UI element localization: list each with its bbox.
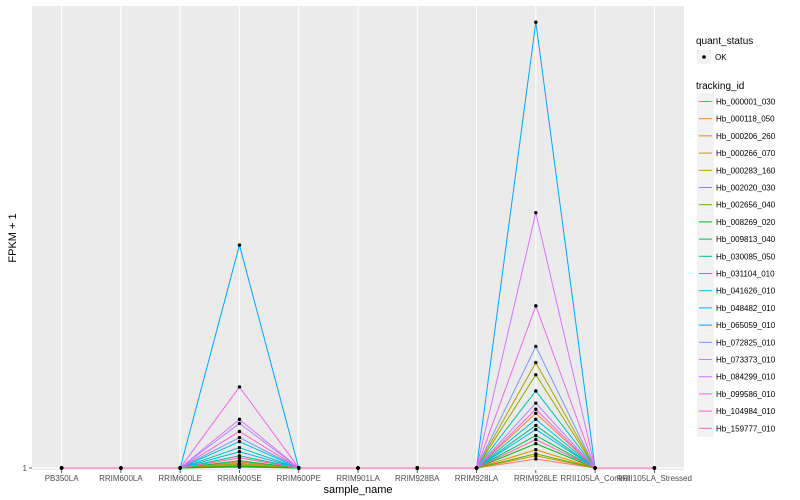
data-point-Hb_009813_040 — [534, 433, 538, 438]
data-point-Hb_002020_030 — [534, 373, 538, 377]
legend-tracking-label: Hb_099586_010 — [716, 390, 776, 399]
data-point-Hb_159777_010 — [415, 466, 419, 470]
legend-tracking-label: Hb_008269_020 — [716, 218, 776, 227]
legend-tracking-label: Hb_159777_010 — [716, 424, 776, 433]
legend-tracking-label: Hb_041626_010 — [716, 287, 776, 296]
data-point-Hb_104984_010 — [534, 407, 538, 411]
data-point-Hb_030085_050 — [534, 423, 538, 428]
data-point-Hb_159777_010 — [119, 466, 123, 470]
legend-tracking-label: Hb_048482_010 — [716, 304, 776, 313]
data-point-Hb_099586_010 — [534, 304, 538, 308]
data-point-Hb_084299_010 — [534, 210, 538, 215]
data-point-Hb_159777_010 — [534, 437, 538, 442]
legend-tracking-label: Hb_000001_030 — [716, 98, 776, 107]
legend-tracking-label: Hb_072825_010 — [716, 338, 776, 347]
data-point-Hb_031104_010 — [534, 389, 538, 393]
x-tick-label: RRII105LA_Control — [560, 474, 630, 483]
legend-quant-status: OK — [697, 50, 727, 64]
data-point-Hb_159777_010 — [593, 466, 597, 470]
y-axis-title: FPKM + 1 — [7, 213, 19, 262]
data-point-Hb_104984_010 — [237, 429, 242, 434]
legend-tracking-label: Hb_009813_040 — [716, 235, 776, 244]
data-point-Hb_002656_040 — [534, 452, 538, 456]
legend-tracking-label: Hb_000266_070 — [716, 149, 776, 158]
legend-tracking-label: Hb_073373_010 — [716, 356, 776, 365]
x-axis-title: sample_name — [323, 484, 392, 496]
data-point-Hb_031104_010 — [237, 446, 242, 450]
legend-tracking-label: Hb_000118_050 — [716, 115, 775, 124]
data-point-Hb_048482_010 — [534, 427, 538, 432]
x-tick-label: RRIM600SE — [217, 474, 261, 483]
data-point-Hb_000206_260 — [534, 448, 538, 452]
legend-quant-status-title: quant_status — [696, 36, 753, 47]
legend-tracking-title: tracking_id — [696, 81, 744, 92]
data-point-Hb_159777_010 — [237, 456, 242, 460]
x-tick-label: PB350LA — [45, 474, 79, 483]
data-point-Hb_041626_010 — [237, 439, 242, 444]
x-tick-label: RRII105LA_Stressed — [617, 474, 692, 483]
x-tick-label: RRIM928LA — [455, 474, 499, 483]
data-point-Hb_041626_010 — [534, 417, 538, 422]
legend-tracking-label: Hb_031104_010 — [716, 270, 775, 279]
data-point-Hb_008269_020 — [534, 441, 538, 446]
gridlines — [32, 6, 684, 470]
x-tick-label: RRIM928LE — [514, 474, 558, 483]
data-point-Hb_009813_040 — [237, 458, 242, 463]
data-point-Hb_159777_010 — [652, 466, 657, 470]
data-point-Hb_159777_010 — [297, 466, 301, 470]
x-tick-label: RRIM600LE — [158, 474, 202, 483]
data-point-Hb_159777_010 — [59, 466, 64, 470]
data-point-Hb_000283_160 — [534, 360, 538, 365]
legend-quant-status-label: OK — [715, 53, 727, 62]
axes: PB350LA RRIM600LA RRIM600LE RRIM600SE RRIM60… — [23, 464, 692, 483]
data-points — [59, 20, 657, 470]
data-point-Hb_000118_050 — [534, 411, 538, 415]
legend-tracking-label: Hb_002656_040 — [716, 201, 776, 210]
x-tick-label: RRIM901LA — [336, 474, 380, 483]
legend-tracking-label: Hb_084299_010 — [716, 373, 776, 382]
data-point-Hb_159777_010 — [356, 466, 360, 470]
data-point-Hb_000001_030 — [534, 457, 538, 461]
data-point-Hb_065059_010 — [534, 20, 538, 24]
y-tick-label: 1 — [23, 464, 28, 473]
legend-tracking-id: Hb_000001_030 Hb_000118_050 Hb_000206_260 H… — [697, 93, 776, 437]
legend-tracking-label: Hb_000206_260 — [716, 132, 776, 141]
data-point-Hb_159777_010 — [474, 466, 479, 470]
data-point-Hb_072825_010 — [237, 435, 242, 440]
legend-tracking-label: Hb_065059_010 — [716, 321, 776, 330]
x-tick-label: RRIM600PE — [276, 474, 320, 483]
data-point-Hb_084299_010 — [237, 417, 242, 422]
legend-tracking-label: Hb_000283_160 — [716, 166, 776, 175]
data-point-Hb_073373_010 — [237, 421, 242, 426]
x-tick-label: RRIM600LA — [99, 474, 143, 483]
data-point-Hb_072825_010 — [534, 344, 538, 349]
legend-point-key — [702, 55, 706, 59]
legend-tracking-label: Hb_002020_030 — [716, 184, 776, 193]
x-tick-label: RRIM928BA — [395, 474, 440, 483]
data-point-Hb_008269_020 — [237, 464, 242, 469]
data-point-Hb_073373_010 — [534, 401, 538, 405]
data-point-Hb_099586_010 — [237, 385, 242, 389]
data-point-Hb_159777_010 — [178, 466, 182, 470]
legend-tracking-label: Hb_104984_010 — [716, 407, 776, 416]
legend-tracking-label: Hb_030085_050 — [716, 252, 776, 261]
data-point-Hb_048482_010 — [237, 450, 242, 454]
data-point-Hb_065059_010 — [237, 243, 242, 247]
